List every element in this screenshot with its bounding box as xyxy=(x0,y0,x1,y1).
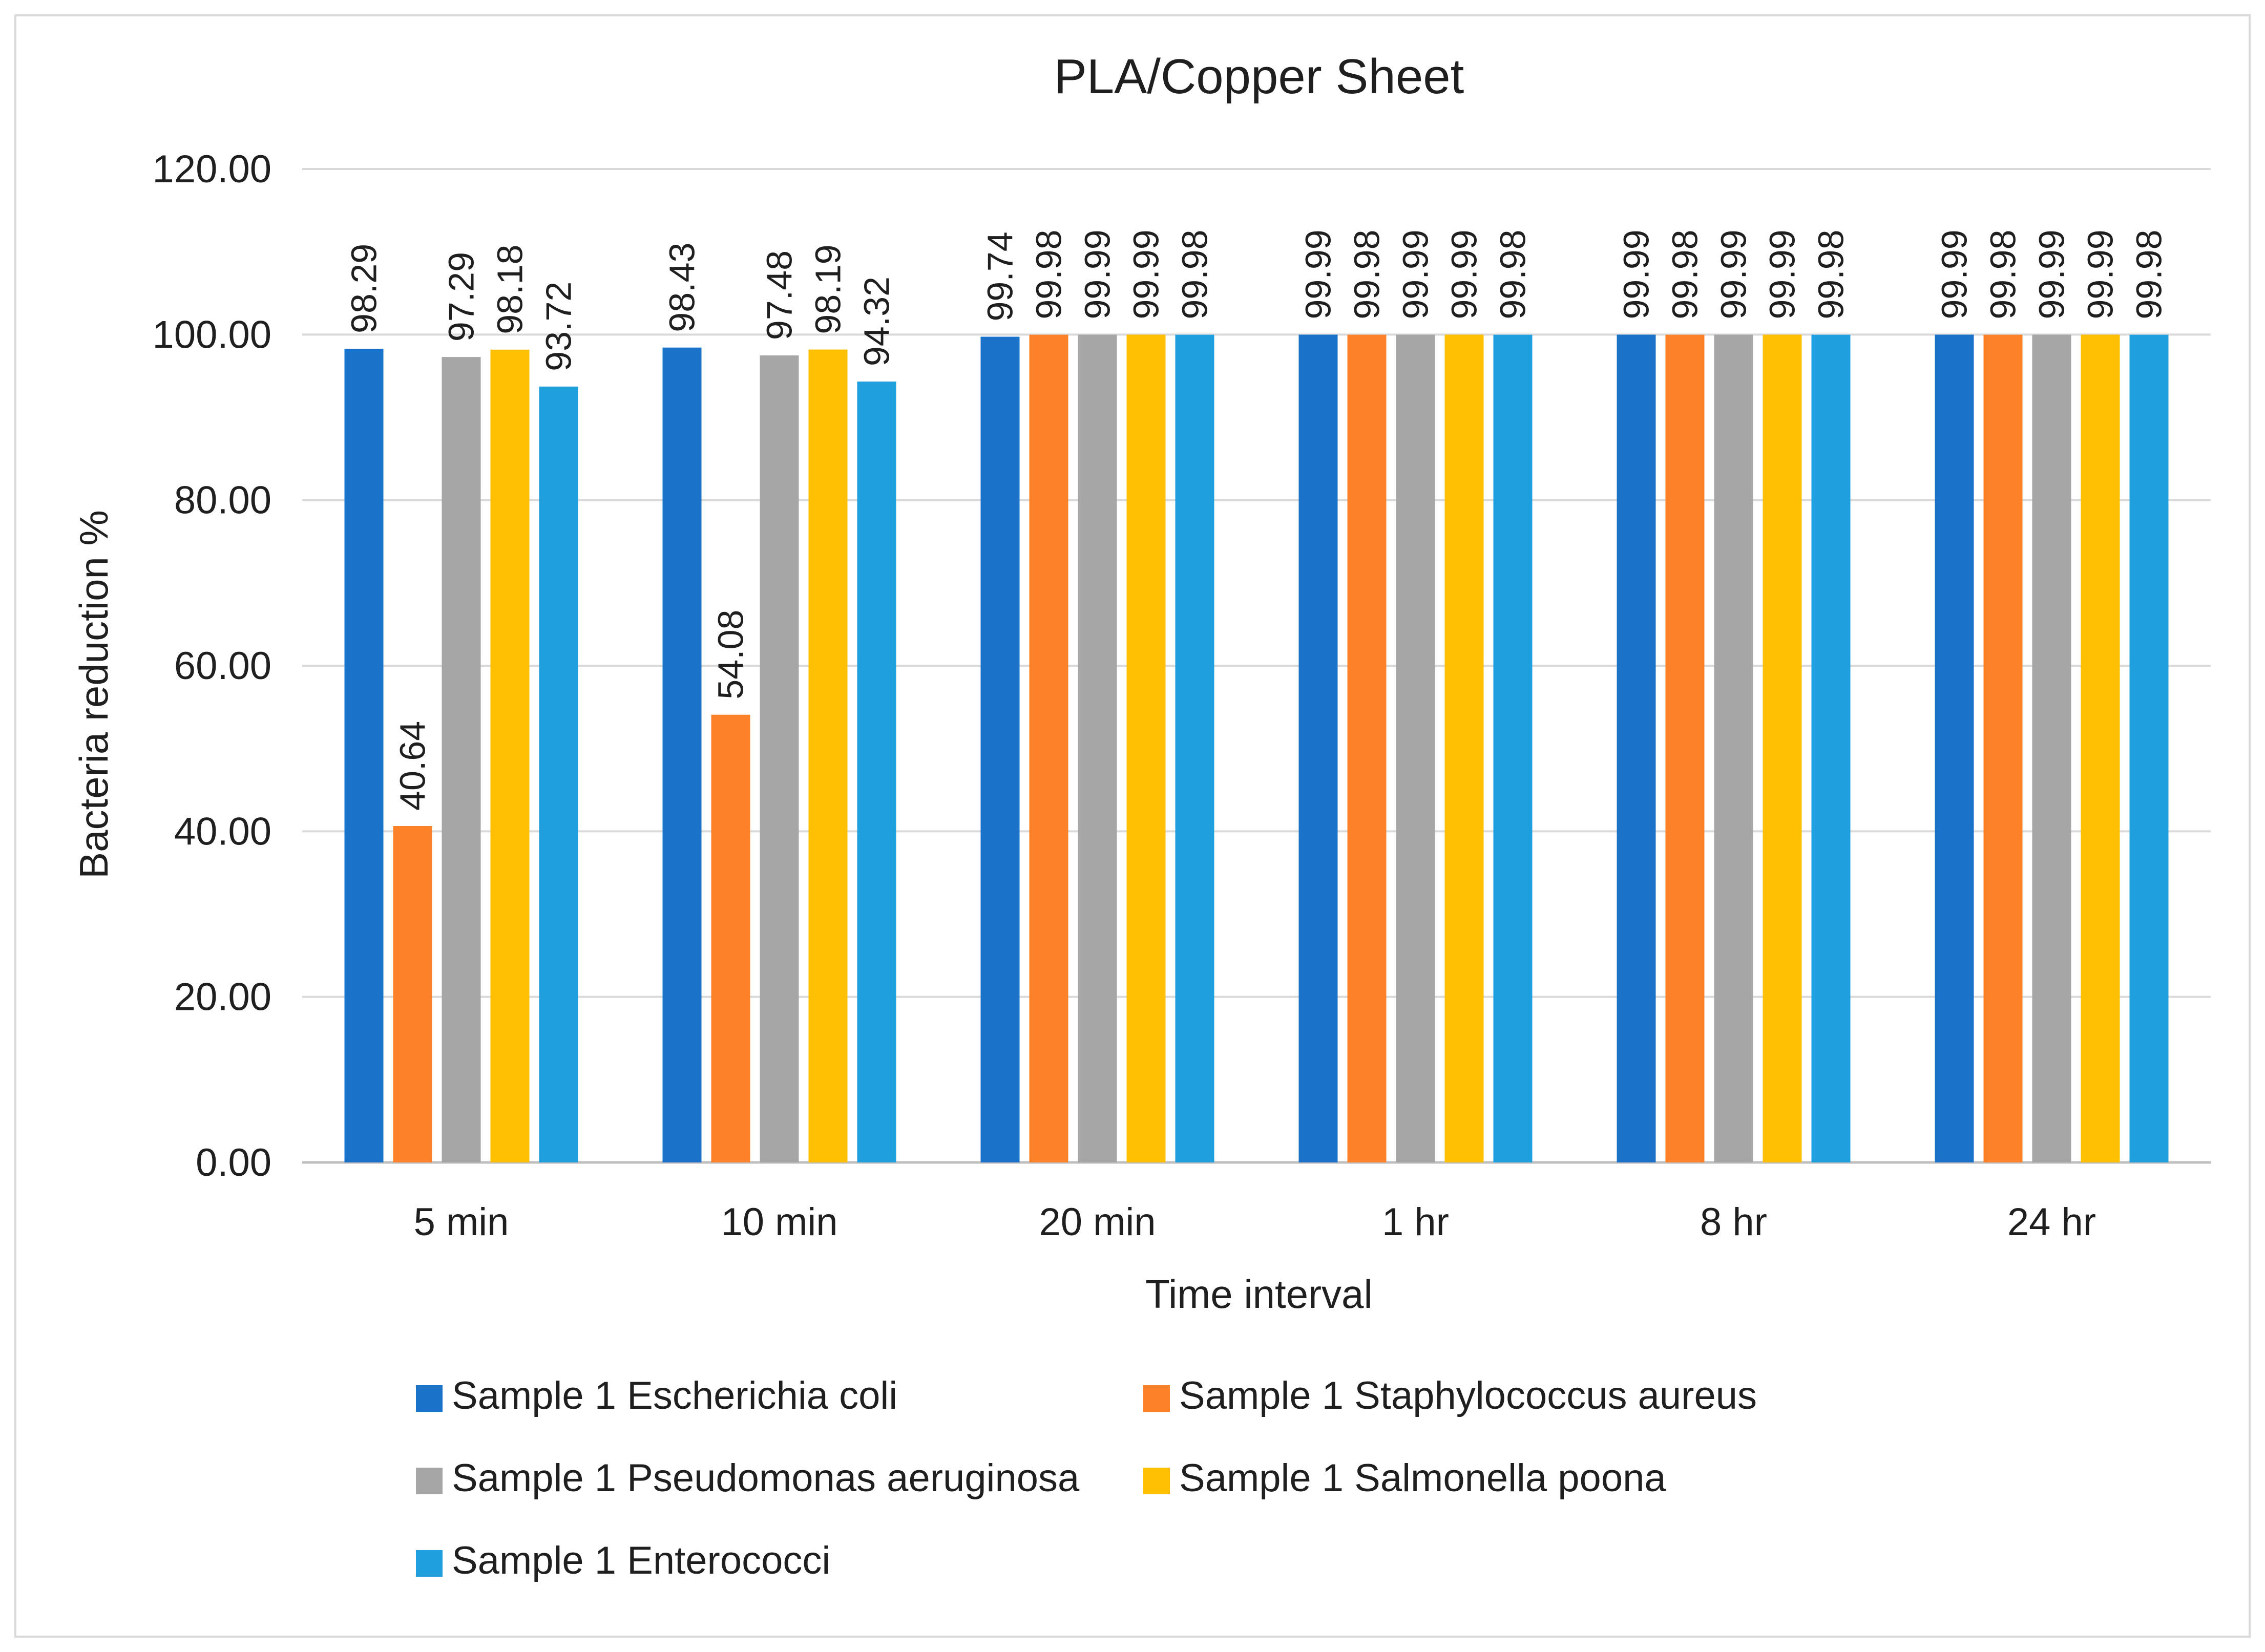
data-label: 99.99 xyxy=(1078,229,1118,319)
bar xyxy=(442,357,481,1162)
data-label: 99.99 xyxy=(1763,229,1802,319)
data-label: 94.32 xyxy=(857,277,897,366)
data-label: 98.19 xyxy=(808,244,848,334)
y-tick-label: 20.00 xyxy=(174,976,271,1019)
bar xyxy=(1396,334,1435,1162)
y-tick-label: 0.00 xyxy=(196,1141,271,1184)
bar xyxy=(808,349,848,1162)
bar xyxy=(1493,334,1533,1162)
data-label: 98.43 xyxy=(662,243,702,332)
data-label: 99.74 xyxy=(980,231,1020,321)
legend-item: Sample 1 Escherichia coli xyxy=(416,1374,897,1417)
data-label: 99.99 xyxy=(1298,229,1338,319)
data-label: 99.98 xyxy=(1665,229,1705,319)
x-axis-title: Time interval xyxy=(1145,1272,1373,1317)
bar xyxy=(1617,334,1656,1162)
y-tick-label: 40.00 xyxy=(174,810,271,853)
x-tick-label: 8 hr xyxy=(1700,1200,1767,1244)
legend-label: Sample 1 Salmonella poona xyxy=(1179,1456,1666,1500)
legend-label: Sample 1 Enterococci xyxy=(452,1539,830,1582)
chart-title: PLA/Copper Sheet xyxy=(1054,49,1464,104)
data-label: 99.99 xyxy=(2081,229,2121,319)
data-label: 99.99 xyxy=(1126,229,1166,319)
data-label: 99.99 xyxy=(1444,229,1484,319)
data-label: 99.98 xyxy=(1175,229,1215,319)
legend-label: Sample 1 Pseudomonas aeruginosa xyxy=(452,1456,1080,1500)
data-label: 98.29 xyxy=(344,244,384,333)
x-tick-label: 5 min xyxy=(414,1200,509,1244)
bar xyxy=(1714,334,1753,1162)
legend-item: Sample 1 Salmonella poona xyxy=(1143,1456,1666,1500)
data-label: 99.99 xyxy=(1617,229,1656,319)
bar xyxy=(1078,334,1117,1162)
bar xyxy=(857,382,896,1163)
bar xyxy=(1983,334,2023,1162)
bar xyxy=(1811,334,1851,1162)
legend-item: Sample 1 Pseudomonas aeruginosa xyxy=(416,1456,1080,1500)
data-label: 99.98 xyxy=(2129,229,2169,319)
data-label: 98.18 xyxy=(490,245,530,334)
bar xyxy=(1444,334,1484,1162)
x-tick-label: 24 hr xyxy=(2007,1200,2096,1244)
legend-label: Sample 1 Escherichia coli xyxy=(452,1374,897,1417)
data-label: 99.99 xyxy=(2032,229,2072,319)
bar xyxy=(539,386,578,1162)
data-labels: 98.29 40.64 97.29 98.18 93.72 98.43 54.08 97.48… xyxy=(344,229,2169,811)
data-label: 99.98 xyxy=(1811,229,1851,319)
y-tick-label: 120.00 xyxy=(153,147,271,191)
data-label: 40.64 xyxy=(393,721,433,811)
data-label: 93.72 xyxy=(539,282,579,371)
legend-swatch xyxy=(416,1550,443,1577)
legend-swatch xyxy=(416,1468,443,1494)
y-tick-label: 100.00 xyxy=(153,313,271,356)
bars xyxy=(344,334,2169,1163)
bar xyxy=(1665,334,1705,1162)
legend: Sample 1 Escherichia coli Sample 1 Staphy… xyxy=(416,1374,1757,1582)
data-label: 99.99 xyxy=(1714,229,1754,319)
bar xyxy=(1347,334,1387,1162)
bar xyxy=(980,336,1020,1163)
bar xyxy=(711,714,750,1162)
y-tick-label: 80.00 xyxy=(174,479,271,522)
bar xyxy=(1175,334,1214,1162)
bar xyxy=(1298,334,1338,1162)
bar xyxy=(393,825,432,1162)
data-label: 99.99 xyxy=(1396,229,1436,319)
data-label: 99.99 xyxy=(1935,229,1975,319)
x-tick-label: 10 min xyxy=(721,1200,837,1244)
legend-swatch xyxy=(1143,1468,1170,1494)
data-label: 99.98 xyxy=(1983,229,2023,319)
bar xyxy=(1029,334,1068,1162)
data-label: 99.98 xyxy=(1493,229,1533,319)
x-tick-label: 20 min xyxy=(1039,1200,1156,1244)
data-label: 54.08 xyxy=(711,610,751,700)
legend-swatch xyxy=(416,1385,443,1412)
legend-label: Sample 1 Staphylococcus aureus xyxy=(1179,1374,1757,1417)
data-label: 99.98 xyxy=(1347,229,1387,319)
data-label: 99.98 xyxy=(1029,229,1069,319)
bar xyxy=(490,349,530,1163)
y-tick-label: 60.00 xyxy=(174,644,271,688)
bar xyxy=(1935,334,1974,1162)
gridlines xyxy=(302,168,2211,1164)
x-tick-label: 1 hr xyxy=(1382,1200,1449,1244)
legend-item: Sample 1 Enterococci xyxy=(416,1539,830,1582)
bar xyxy=(2129,334,2169,1162)
bar xyxy=(1126,334,1166,1162)
legend-swatch xyxy=(1143,1385,1170,1412)
x-axis-ticks: 5 min 10 min 20 min 1 hr 8 hr 24 hr xyxy=(414,1200,2096,1244)
data-label: 97.29 xyxy=(442,252,481,342)
bar xyxy=(2032,334,2071,1162)
bar xyxy=(344,348,384,1163)
legend-item: Sample 1 Staphylococcus aureus xyxy=(1143,1374,1757,1417)
bar xyxy=(2081,334,2120,1162)
bar xyxy=(1763,334,1802,1162)
y-axis-ticks: 0.00 20.00 40.00 60.00 80.00 100.00 120.00 xyxy=(153,147,271,1184)
bar xyxy=(760,355,799,1163)
y-axis-title: Bacteria reduction % xyxy=(71,510,116,879)
bar xyxy=(662,347,702,1162)
data-label: 97.48 xyxy=(760,250,800,340)
